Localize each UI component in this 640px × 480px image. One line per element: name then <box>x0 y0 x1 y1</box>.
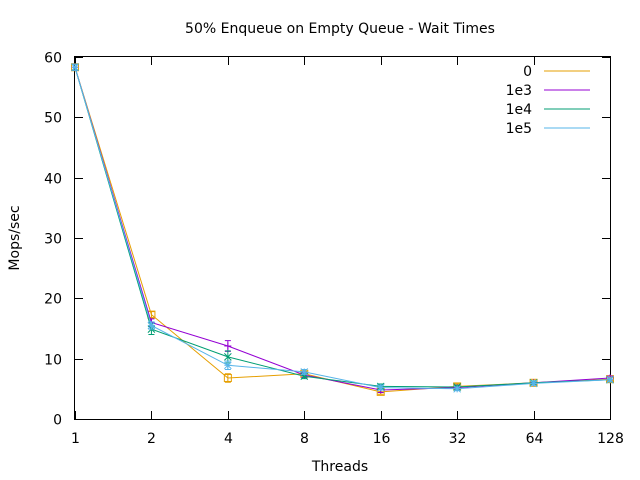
data-point-marker <box>147 321 156 330</box>
x-tick-label: 32 <box>449 431 467 447</box>
series-layer <box>71 63 614 396</box>
x-tick-label: 16 <box>373 431 391 447</box>
series-line <box>74 67 611 390</box>
plot-frame <box>74 56 611 420</box>
legend-label: 1e3 <box>506 83 532 99</box>
y-tick-label: 60 <box>44 51 62 67</box>
x-tick-label: 128 <box>597 431 624 447</box>
chart-title: 50% Enqueue on Empty Queue - Wait Times <box>185 21 495 37</box>
y-tick-label: 30 <box>44 232 62 248</box>
y-tick-label: 50 <box>44 111 62 127</box>
axes: 0 10 20 30 40 50 60 1 2 4 8 16 32 64 128 <box>44 51 624 448</box>
legend-label: 1e4 <box>506 102 533 118</box>
data-point-marker <box>300 368 309 376</box>
x-tick-label: 2 <box>147 431 156 447</box>
data-point-marker <box>224 361 232 370</box>
data-point-marker <box>223 373 232 382</box>
x-tick-label: 64 <box>526 431 544 447</box>
y-tick-label: 10 <box>44 353 62 369</box>
x-tick-label: 8 <box>300 431 309 447</box>
data-point-marker <box>376 383 385 392</box>
y-axis-label: Mops/sec <box>7 205 23 270</box>
data-point-marker <box>224 342 232 350</box>
series-1e5 <box>71 63 614 393</box>
data-point-marker <box>71 63 79 72</box>
data-point-marker <box>606 375 614 384</box>
data-point-marker <box>224 353 232 361</box>
error-bar <box>224 373 231 383</box>
x-tick-label: 4 <box>224 431 233 447</box>
legend: 0 1e3 1e4 1e5 <box>506 64 590 137</box>
x-tick-label: 1 <box>71 431 80 447</box>
legend-label: 1e5 <box>506 121 532 137</box>
series-line <box>74 67 611 388</box>
y-tick-label: 40 <box>44 172 62 188</box>
y-tick-label: 0 <box>53 413 62 429</box>
legend-label: 0 <box>523 64 532 80</box>
data-point-marker <box>453 384 461 393</box>
y-tick-label: 20 <box>44 292 62 308</box>
data-point-marker <box>529 379 538 388</box>
x-axis-label: Threads <box>311 459 368 475</box>
